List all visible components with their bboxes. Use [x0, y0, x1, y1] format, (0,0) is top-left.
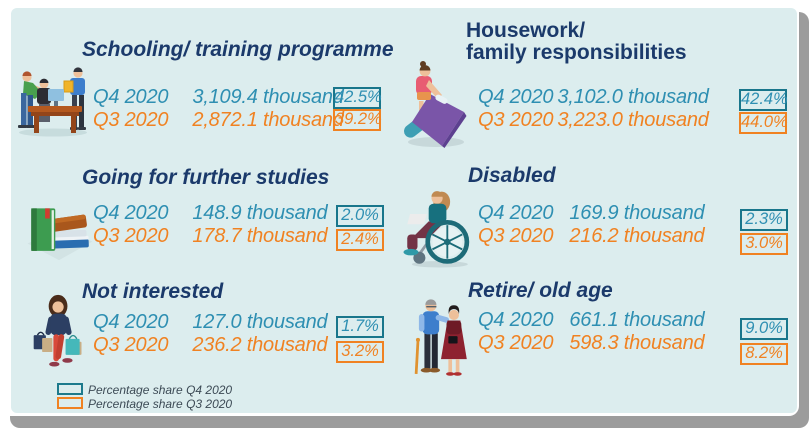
period-label: Q3 2020 [478, 332, 554, 354]
value-label: 169.9 thousand [569, 202, 705, 224]
share-badge-schooling-q4: 42.5% [333, 87, 382, 109]
data-row-housework-q4: Q4 2020 3,102.0 thousand [478, 86, 709, 109]
classroom-icon [12, 60, 94, 137]
infographic-panel [11, 8, 797, 413]
data-row-housework-q3: Q3 2020 3,223.0 thousand [478, 109, 709, 132]
period-label: Q4 2020 [478, 202, 554, 224]
share-badge-housework-q3: 44.0% [739, 112, 788, 134]
period-label: Q4 2020 [478, 86, 554, 108]
data-row-studies-q3: Q3 2020 178.7 thousand [93, 225, 328, 248]
section-title-disabled: Disabled [468, 164, 556, 187]
value-label: 127.0 thousand [192, 311, 328, 333]
period-label: Q3 2020 [478, 225, 554, 247]
data-row-retire-q3: Q3 2020 598.3 thousand [478, 332, 705, 355]
section-title-retire: Retire/ old age [468, 279, 613, 302]
legend-label-q4: Percentage share Q4 2020 [88, 383, 233, 397]
value-label: 3,109.4 thousand [192, 86, 344, 108]
infographic-card: Schooling/ training programme [11, 8, 797, 413]
data-row-disabled-q3: Q3 2020 216.2 thousand [478, 225, 705, 248]
section-title-line-2: family responsibilities [466, 40, 687, 64]
value-label: 3,102.0 thousand [557, 86, 709, 108]
value-label: 148.9 thousand [192, 202, 328, 224]
share-badge-retire-q4: 9.0% [740, 318, 788, 340]
ironing-icon [398, 58, 470, 150]
value-label: 598.3 thousand [569, 332, 705, 354]
legend-swatch-q3 [57, 397, 83, 409]
share-badge-studies-q4: 2.0% [336, 205, 384, 227]
period-label: Q4 2020 [93, 202, 169, 224]
data-row-retire-q4: Q4 2020 661.1 thousand [478, 309, 705, 332]
share-badge-housework-q4: 42.4% [739, 89, 788, 111]
data-row-not-interested-q4: Q4 2020 127.0 thousand [93, 311, 328, 334]
period-label: Q3 2020 [93, 334, 169, 356]
share-badge-retire-q3: 8.2% [740, 343, 788, 365]
period-label: Q4 2020 [93, 311, 169, 333]
value-label: 216.2 thousand [569, 225, 705, 247]
value-label: 2,872.1 thousand [192, 109, 344, 131]
value-label: 236.2 thousand [192, 334, 328, 356]
share-badge-not-interested-q4: 1.7% [336, 316, 384, 338]
data-row-not-interested-q3: Q3 2020 236.2 thousand [93, 334, 328, 357]
legend-swatch-q4 [57, 383, 83, 395]
section-title-studies: Going for further studies [82, 166, 330, 189]
value-label: 178.7 thousand [192, 225, 328, 247]
share-badge-studies-q3: 2.4% [336, 229, 384, 251]
period-label: Q3 2020 [478, 109, 554, 131]
section-title-schooling: Schooling/ training programme [82, 38, 394, 61]
section-title-housework: Housework/ family responsibilities [466, 20, 687, 63]
period-label: Q3 2020 [93, 225, 169, 247]
period-label: Q4 2020 [93, 86, 169, 108]
legend-label-q3: Percentage share Q3 2020 [88, 397, 233, 411]
data-row-schooling-q4: Q4 2020 3,109.4 thousand [93, 86, 344, 109]
value-label: 3,223.0 thousand [557, 109, 709, 131]
section-title-not-interested: Not interested [82, 280, 224, 303]
data-row-schooling-q3: Q3 2020 2,872.1 thousand [93, 109, 344, 132]
share-badge-disabled-q3: 3.0% [740, 233, 788, 255]
wheelchair-icon [398, 186, 478, 268]
share-badge-not-interested-q3: 3.2% [336, 341, 384, 363]
data-row-studies-q4: Q4 2020 148.9 thousand [93, 202, 328, 225]
books-icon [20, 188, 98, 262]
section-title-line-1: Housework/ [466, 19, 586, 42]
data-row-disabled-q4: Q4 2020 169.9 thousand [478, 202, 705, 225]
period-label: Q3 2020 [93, 109, 169, 131]
value-label: 661.1 thousand [569, 309, 705, 331]
elderly-couple-icon [406, 292, 476, 384]
share-badge-schooling-q3: 39.2% [333, 109, 382, 131]
share-badge-disabled-q4: 2.3% [740, 209, 788, 231]
shopper-icon [26, 292, 92, 382]
period-label: Q4 2020 [478, 309, 554, 331]
